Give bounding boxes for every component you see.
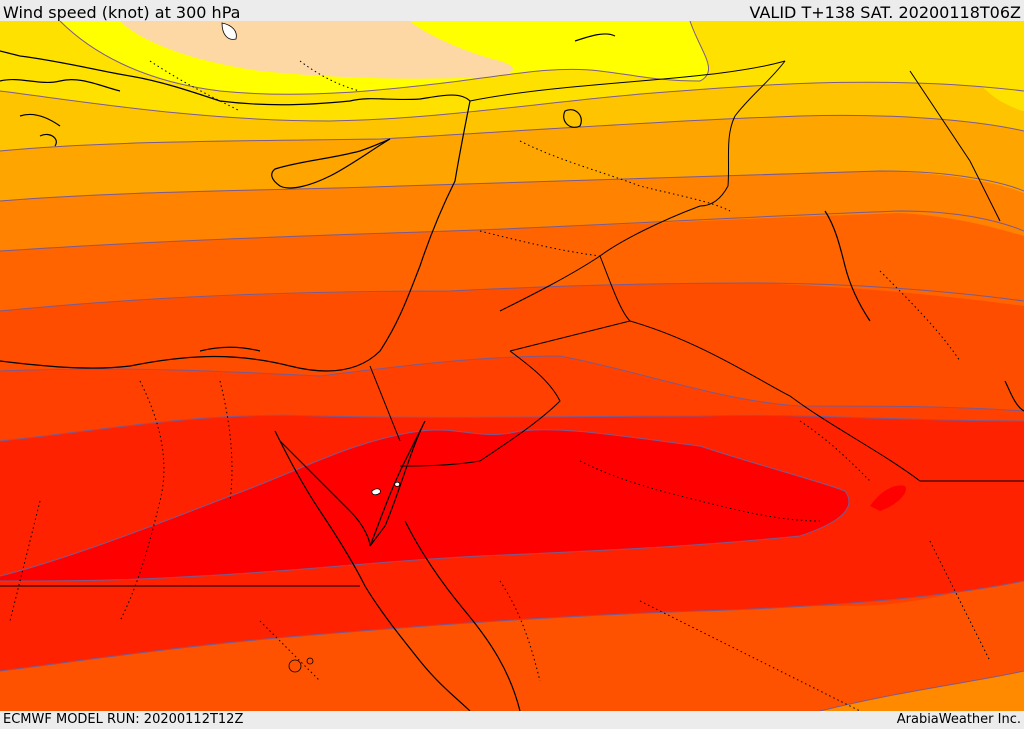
band-orange-light — [0, 115, 1024, 201]
model-run: ECMWF MODEL RUN: 20200112T12Z — [3, 712, 244, 727]
lake-south-2 — [306, 657, 314, 665]
cyprus-coast — [271, 138, 391, 189]
band-orange — [0, 171, 1024, 251]
map-header: Wind speed (knot) at 300 hPa VALID T+138… — [0, 0, 1024, 22]
band-red-patch-east — [870, 485, 906, 511]
lake-south-1 — [288, 659, 302, 673]
band-peach — [120, 21, 514, 79]
aegean-islands — [0, 78, 121, 147]
valid-time: VALID T+138 SAT. 20200118T06Z — [749, 3, 1021, 22]
islands — [221, 22, 401, 673]
map-canvas — [0, 21, 1024, 711]
contour-lines — [0, 21, 1024, 711]
nile-delta — [199, 346, 261, 352]
red-sea-aqaba-gulf — [369, 420, 426, 547]
band-orange-red-south — [0, 576, 1024, 711]
persian-gulf-coast — [824, 210, 871, 322]
island-white-1 — [371, 488, 381, 496]
map-title: Wind speed (knot) at 300 hPa — [3, 3, 241, 22]
coastlines — [0, 33, 1024, 711]
province-borders — [9, 60, 991, 711]
map-footer: ECMWF MODEL RUN: 20200112T12Z ArabiaWeat… — [0, 711, 1024, 729]
east-coast — [1004, 380, 1024, 412]
island-white-2 — [394, 481, 401, 487]
credit-label: ArabiaWeather Inc. — [896, 712, 1021, 727]
band-core-red — [0, 429, 849, 581]
red-sea-suez-gulf — [274, 430, 471, 711]
caspian-hint — [574, 33, 616, 42]
band-dark-orange — [0, 283, 1024, 411]
wind-speed-map[interactable] — [0, 21, 1024, 711]
sinai-coast — [279, 440, 371, 547]
country-borders — [0, 60, 1024, 587]
island-white-north — [221, 22, 237, 40]
band-orange-dark — [0, 211, 1024, 311]
mediterranean-coast — [0, 50, 471, 372]
arabian-red-sea-coast — [404, 520, 521, 711]
lake-van — [563, 109, 582, 128]
band-amber — [0, 82, 1024, 151]
